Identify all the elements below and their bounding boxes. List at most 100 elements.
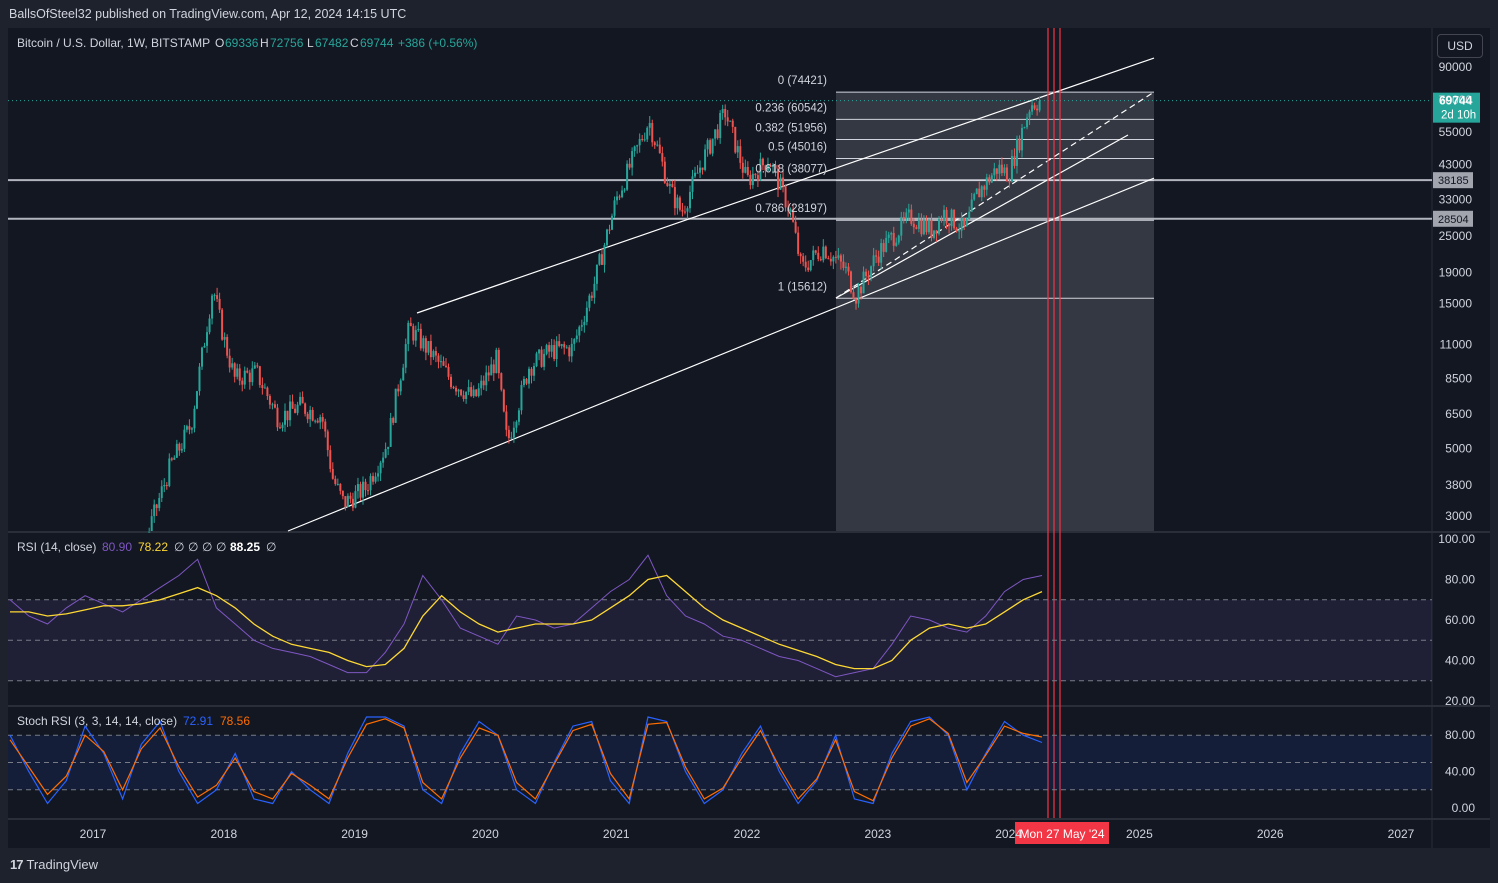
- time-axis-tick: 2018: [210, 827, 237, 841]
- candle-body: [1015, 138, 1018, 166]
- candle-body: [812, 250, 815, 261]
- candle-body: [983, 186, 986, 190]
- candle-body: [178, 443, 181, 451]
- candle-body: [694, 172, 697, 177]
- trend-channel-line: [287, 177, 1155, 532]
- candle-body: [306, 413, 309, 420]
- candle-body: [731, 120, 734, 127]
- rsi-axis-tick: 20.00: [1445, 694, 1475, 708]
- candle-body: [329, 450, 332, 469]
- candle-body: [228, 355, 231, 368]
- candle-body: [505, 411, 508, 430]
- candle-body: [309, 409, 312, 420]
- candle-body: [905, 212, 908, 219]
- candle-body: [623, 189, 626, 191]
- fib-level-label: 0 (74421): [778, 75, 827, 87]
- candle-body: [771, 165, 774, 168]
- time-axis-tick: 2022: [734, 827, 761, 841]
- candle-body: [626, 163, 629, 190]
- candle-body: [892, 232, 895, 246]
- candle-body: [226, 337, 229, 356]
- candle-body: [756, 175, 759, 181]
- candle-body: [311, 409, 314, 421]
- candle-body: [761, 158, 764, 166]
- candle-body: [711, 138, 714, 154]
- candle-body: [364, 481, 367, 491]
- candle-body: [382, 457, 385, 463]
- candle-body: [374, 476, 377, 482]
- candle-body: [402, 367, 405, 381]
- candle-body: [377, 473, 380, 477]
- candle-body: [865, 271, 868, 277]
- candle-body: [173, 457, 176, 460]
- candle-body: [258, 366, 261, 385]
- publish-bar: BallsOfSteel32 published on TradingView.…: [0, 0, 1498, 28]
- candle-body: [578, 326, 581, 336]
- candle-body: [392, 418, 395, 423]
- candle-body: [882, 243, 885, 252]
- candle-body: [530, 368, 533, 376]
- candle-body: [890, 232, 893, 235]
- candle-body: [600, 254, 603, 265]
- candle-body: [148, 531, 151, 533]
- time-axis-tick: 2023: [864, 827, 891, 841]
- candle-body: [709, 140, 712, 154]
- candle-body: [437, 355, 440, 362]
- candle-body: [910, 209, 913, 224]
- stoch-axis-tick: 0.00: [1452, 801, 1476, 815]
- candle-body: [739, 146, 742, 163]
- level-price-label: 38185: [1438, 175, 1469, 187]
- candle-body: [633, 146, 636, 152]
- candle-body: [548, 345, 551, 352]
- price-axis-tick: 55000: [1439, 125, 1473, 139]
- candle-body: [399, 380, 402, 392]
- candle-body: [563, 344, 566, 348]
- candle-body: [605, 229, 608, 246]
- candle-body: [598, 254, 601, 265]
- fib-zone: [836, 92, 1154, 531]
- time-axis-tick: 2021: [603, 827, 630, 841]
- candle-body: [990, 175, 993, 183]
- candle-body: [502, 389, 505, 412]
- time-axis-tick: 2019: [341, 827, 368, 841]
- candle-body: [369, 476, 372, 491]
- candle-body: [585, 307, 588, 322]
- candle-body: [648, 122, 651, 128]
- candle-body: [683, 211, 686, 213]
- candle-body: [263, 387, 266, 389]
- rsi-axis-tick: 40.00: [1445, 654, 1475, 668]
- candle-body: [236, 368, 239, 377]
- candle-body: [336, 483, 339, 485]
- candle-body: [545, 345, 548, 354]
- vertical-marker-label: Mon 27 May '24: [1019, 827, 1104, 841]
- candle-body: [686, 208, 689, 212]
- candle-body: [289, 401, 292, 421]
- candle-body: [759, 158, 762, 181]
- stoch-d-line: [9, 718, 1043, 802]
- price-axis-tick: 19000: [1439, 265, 1473, 279]
- candle-body: [915, 227, 918, 229]
- candle-body: [968, 211, 971, 219]
- candle-body: [887, 234, 890, 238]
- tradingview-logo[interactable]: 17 TradingView: [10, 857, 98, 872]
- candle-body: [278, 427, 281, 429]
- candle-body: [515, 421, 518, 428]
- chart-area[interactable]: [8, 28, 1490, 848]
- low-value: 67482: [315, 36, 349, 50]
- candle-body: [517, 410, 520, 422]
- candle-body: [666, 182, 669, 186]
- candle-body: [814, 250, 817, 253]
- rsi-ma-line: [10, 574, 1043, 670]
- candle-body: [749, 174, 752, 186]
- price-axis-tick: 15000: [1439, 297, 1473, 311]
- candle-body: [555, 341, 558, 360]
- currency-button[interactable]: USD: [1437, 34, 1483, 58]
- candle-body: [1000, 164, 1003, 174]
- high-value: 72756: [270, 36, 304, 50]
- candle-body: [797, 232, 800, 254]
- candle-body: [678, 197, 681, 210]
- rsi-legend-value: ∅: [266, 540, 276, 554]
- candle-body: [877, 256, 880, 263]
- candle-body: [681, 209, 684, 212]
